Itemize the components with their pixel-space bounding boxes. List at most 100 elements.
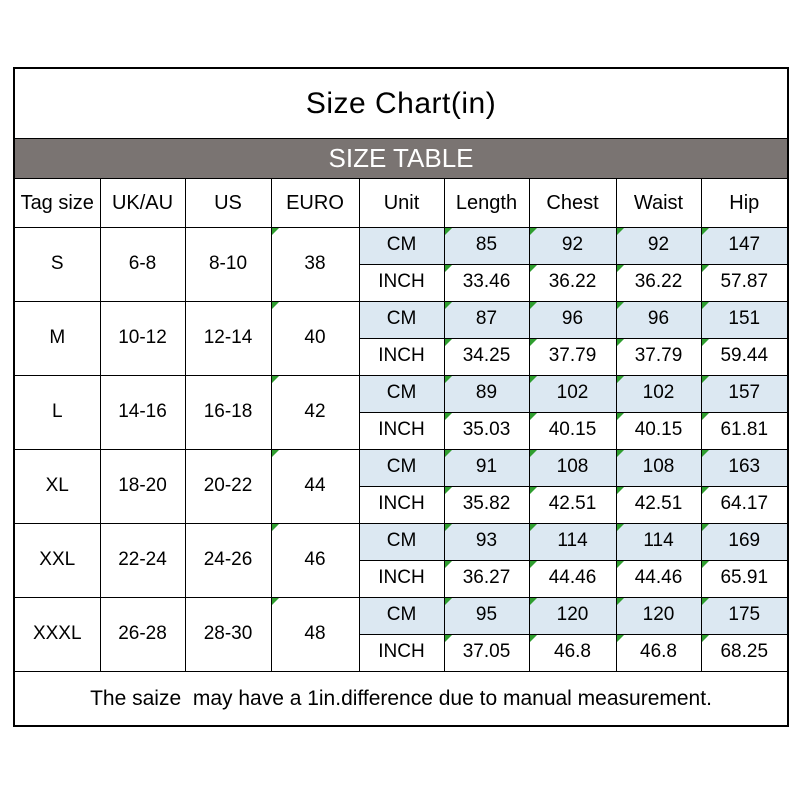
euro-cell: 48 bbox=[270, 596, 360, 672]
euro-cell: 38 bbox=[270, 226, 360, 302]
inch-length-value: 33.46 bbox=[443, 263, 530, 302]
inch-length-value: 35.82 bbox=[443, 485, 530, 524]
size-row-xxxl-inch: INCH 37.05 46.8 46.8 68.25 bbox=[14, 633, 789, 672]
uk-au-cell: 14-16 bbox=[99, 374, 186, 450]
us-cell: 24-26 bbox=[184, 522, 272, 598]
tag-size-cell: L bbox=[13, 374, 101, 450]
unit-inch-label: INCH bbox=[358, 337, 445, 376]
inch-hip-value: 65.91 bbox=[700, 559, 789, 598]
unit-cm-label: CM bbox=[358, 522, 445, 561]
cm-chest-value: 102 bbox=[528, 374, 617, 413]
inch-length-value: 37.05 bbox=[443, 633, 530, 672]
unit-cm-label: CM bbox=[358, 226, 445, 265]
inch-waist-value: 36.22 bbox=[615, 263, 702, 302]
inch-length-value: 34.25 bbox=[443, 337, 530, 376]
size-row-l-inch: INCH 35.03 40.15 40.15 61.81 bbox=[14, 411, 789, 450]
us-cell: 16-18 bbox=[184, 374, 272, 450]
cm-chest-value: 114 bbox=[528, 522, 617, 561]
uk-au-cell: 18-20 bbox=[99, 448, 186, 524]
col-header-euro: EURO bbox=[270, 177, 360, 228]
unit-cm-label: CM bbox=[358, 374, 445, 413]
inch-hip-value: 64.17 bbox=[700, 485, 789, 524]
size-row-xxxl-cm: XXXL 26-28 28-30 48 CM 95 120 120 175 bbox=[13, 596, 789, 672]
inch-waist-value: 37.79 bbox=[615, 337, 702, 376]
size-row-l-cm: L 14-16 16-18 42 CM 89 102 102 157 bbox=[13, 374, 789, 450]
inch-waist-value: 42.51 bbox=[615, 485, 702, 524]
cm-hip-value: 163 bbox=[700, 448, 789, 487]
col-header-us: US bbox=[184, 177, 272, 228]
cm-length-value: 93 bbox=[443, 522, 530, 561]
inch-hip-value: 61.81 bbox=[700, 411, 789, 450]
cm-length-value: 85 bbox=[443, 226, 530, 265]
cm-length-value: 87 bbox=[443, 300, 530, 339]
col-header-chest: Chest bbox=[528, 177, 617, 228]
us-cell: 8-10 bbox=[184, 226, 272, 302]
cm-chest-value: 92 bbox=[528, 226, 617, 265]
col-header-waist: Waist bbox=[615, 177, 702, 228]
cm-chest-value: 96 bbox=[528, 300, 617, 339]
title-row: Size Chart(in) bbox=[13, 67, 789, 139]
cm-hip-value: 169 bbox=[700, 522, 789, 561]
column-header-row: Tag size UK/AU US EURO Unit Length Chest… bbox=[13, 177, 789, 228]
cm-hip-value: 157 bbox=[700, 374, 789, 413]
us-cell: 12-14 bbox=[184, 300, 272, 376]
tag-size-cell: S bbox=[13, 226, 101, 302]
unit-inch-label: INCH bbox=[358, 559, 445, 598]
col-header-length: Length bbox=[443, 177, 530, 228]
inch-length-value: 36.27 bbox=[443, 559, 530, 598]
size-row-xxl-inch: INCH 36.27 44.46 44.46 65.91 bbox=[14, 559, 789, 598]
size-row-m-cm: M 10-12 12-14 40 CM 87 96 96 151 bbox=[13, 300, 789, 376]
cm-waist-value: 120 bbox=[615, 596, 702, 635]
inch-hip-value: 59.44 bbox=[700, 337, 789, 376]
euro-cell: 44 bbox=[270, 448, 360, 524]
cm-hip-value: 147 bbox=[700, 226, 789, 265]
inch-chest-value: 40.15 bbox=[528, 411, 617, 450]
uk-au-cell: 26-28 bbox=[99, 596, 186, 672]
unit-inch-label: INCH bbox=[358, 633, 445, 672]
inch-hip-value: 57.87 bbox=[700, 263, 789, 302]
size-row-s-inch: INCH 33.46 36.22 36.22 57.87 bbox=[14, 263, 789, 302]
inch-length-value: 35.03 bbox=[443, 411, 530, 450]
measurement-disclaimer: The saize may have a 1in.difference due … bbox=[13, 670, 789, 727]
us-cell: 28-30 bbox=[184, 596, 272, 672]
unit-inch-label: INCH bbox=[358, 263, 445, 302]
inch-waist-value: 46.8 bbox=[615, 633, 702, 672]
uk-au-cell: 10-12 bbox=[99, 300, 186, 376]
cm-chest-value: 120 bbox=[528, 596, 617, 635]
cm-length-value: 91 bbox=[443, 448, 530, 487]
col-header-unit: Unit bbox=[358, 177, 445, 228]
tag-size-cell: XXL bbox=[13, 522, 101, 598]
uk-au-cell: 22-24 bbox=[99, 522, 186, 598]
inch-hip-value: 68.25 bbox=[700, 633, 789, 672]
tag-size-cell: XL bbox=[13, 448, 101, 524]
unit-inch-label: INCH bbox=[358, 411, 445, 450]
unit-cm-label: CM bbox=[358, 448, 445, 487]
inch-waist-value: 40.15 bbox=[615, 411, 702, 450]
col-header-tag-size: Tag size bbox=[13, 177, 101, 228]
inch-chest-value: 42.51 bbox=[528, 485, 617, 524]
unit-cm-label: CM bbox=[358, 596, 445, 635]
cm-length-value: 89 bbox=[443, 374, 530, 413]
inch-chest-value: 37.79 bbox=[528, 337, 617, 376]
cm-waist-value: 96 bbox=[615, 300, 702, 339]
tag-size-cell: M bbox=[13, 300, 101, 376]
col-header-uk-au: UK/AU bbox=[99, 177, 186, 228]
inch-chest-value: 36.22 bbox=[528, 263, 617, 302]
cm-hip-value: 151 bbox=[700, 300, 789, 339]
euro-cell: 42 bbox=[270, 374, 360, 450]
cm-waist-value: 92 bbox=[615, 226, 702, 265]
inch-waist-value: 44.46 bbox=[615, 559, 702, 598]
banner-row: SIZE TABLE bbox=[13, 137, 789, 179]
cm-waist-value: 102 bbox=[615, 374, 702, 413]
size-row-s-cm: S 6-8 8-10 38 CM 85 92 92 147 bbox=[13, 226, 789, 302]
unit-inch-label: INCH bbox=[358, 485, 445, 524]
col-header-hip: Hip bbox=[700, 177, 789, 228]
cm-waist-value: 108 bbox=[615, 448, 702, 487]
cm-length-value: 95 bbox=[443, 596, 530, 635]
cm-hip-value: 175 bbox=[700, 596, 789, 635]
cm-chest-value: 108 bbox=[528, 448, 617, 487]
size-row-m-inch: INCH 34.25 37.79 37.79 59.44 bbox=[14, 337, 789, 376]
footer-row: The saize may have a 1in.difference due … bbox=[13, 670, 789, 727]
us-cell: 20-22 bbox=[184, 448, 272, 524]
